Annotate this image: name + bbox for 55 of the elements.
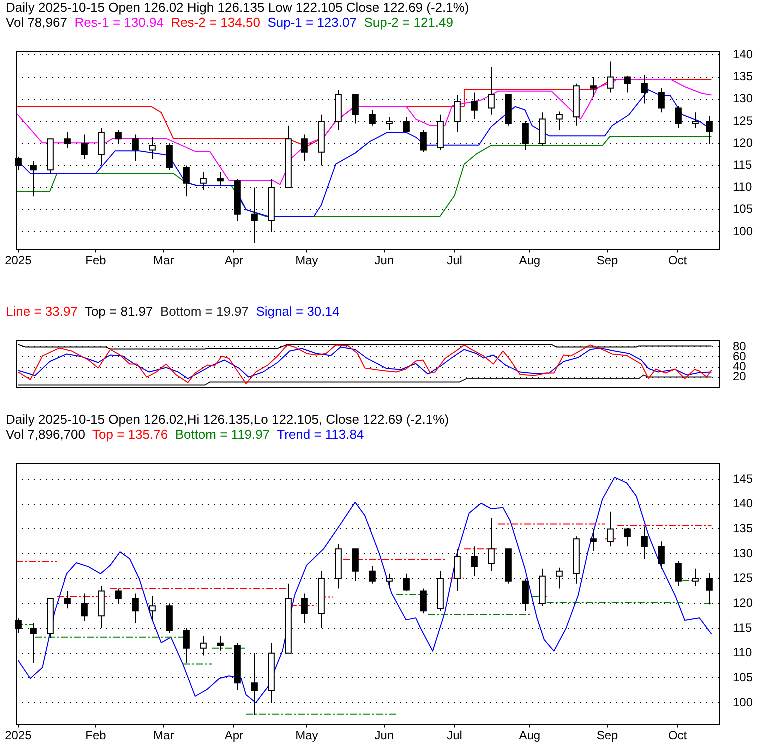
y-tick-label: 135 (733, 522, 754, 536)
text: Bottom = 119.97 (175, 427, 270, 442)
x-tick-label: Jun (374, 253, 394, 268)
x-tick-label: Oct (668, 253, 688, 268)
text: Top = 81.97 (84, 304, 154, 319)
x-tick-label: Mar (154, 253, 174, 268)
y-tick-label: 20 (733, 370, 747, 384)
y-tick-label: 115 (733, 620, 752, 635)
text: Line = 33.97 (6, 304, 78, 319)
x-tick-label: Feb (86, 728, 107, 742)
y-tick-label: 140 (733, 47, 754, 62)
text: Sup-2 = 121.49 (364, 15, 454, 30)
y-tick-label: 115 (733, 158, 752, 172)
y-tick-label: 130 (733, 546, 754, 560)
x-tick-label: Aug (519, 253, 541, 268)
y-tick-label: 130 (733, 92, 754, 106)
x-tick-label: May (296, 253, 318, 268)
text: Bottom = 19.97 (160, 304, 250, 319)
x-tick-label: 2025 (5, 728, 32, 742)
text: Top = 135.76 (92, 427, 168, 442)
y-tick-label: 125 (733, 114, 754, 128)
y-tick-label: 100 (733, 695, 754, 710)
y-tick-label: 145 (733, 472, 754, 486)
text: Trend = 113.84 (277, 427, 364, 442)
y-tick-label: 120 (733, 596, 754, 610)
y-tick-label: 120 (733, 136, 754, 150)
x-tick-label: May (296, 728, 318, 742)
chart-title: Daily 2025-10-15 Open 126.02,Hi 126.135,Lo 122.105, Close 122.69 (-2.1%) (5, 412, 450, 427)
x-tick-label: Jul (447, 253, 462, 268)
text: Res-2 = 134.50 (171, 15, 260, 30)
chart-subtitle: Vol 7,896,700 (6, 427, 86, 442)
x-tick-label: Oct (668, 728, 688, 742)
text: Sup-1 = 123.07 (268, 15, 357, 30)
y-tick-label: 110 (733, 180, 752, 194)
x-tick-label: Jul (447, 728, 462, 742)
x-tick-label: 2025 (5, 253, 32, 268)
x-tick-label: Apr (224, 728, 244, 742)
y-tick-label: 125 (733, 571, 754, 586)
text: Signal = 30.14 (256, 304, 340, 319)
chart-title: Daily 2025-10-15 Open 126.02 High 126.135 Low 122.105 Close 122.69 (-2.1%) (5, 0, 470, 15)
x-tick-label: Aug (519, 728, 541, 742)
y-tick-label: 110 (733, 646, 752, 660)
x-tick-label: Feb (86, 253, 107, 268)
y-tick-label: 100 (733, 224, 754, 238)
y-tick-label: 105 (733, 670, 754, 684)
x-tick-label: Sep (596, 728, 618, 742)
y-tick-label: 135 (733, 70, 754, 84)
y-tick-label: 140 (733, 496, 754, 511)
text: Res-1 = 130.94 (74, 15, 164, 30)
chart-subtitle: Vol 78,967 (6, 15, 68, 30)
x-tick-label: Jun (374, 728, 394, 742)
x-tick-label: Sep (596, 253, 618, 268)
y-tick-label: 105 (733, 202, 754, 216)
x-tick-label: Apr (224, 253, 244, 268)
x-tick-label: Mar (154, 728, 174, 742)
